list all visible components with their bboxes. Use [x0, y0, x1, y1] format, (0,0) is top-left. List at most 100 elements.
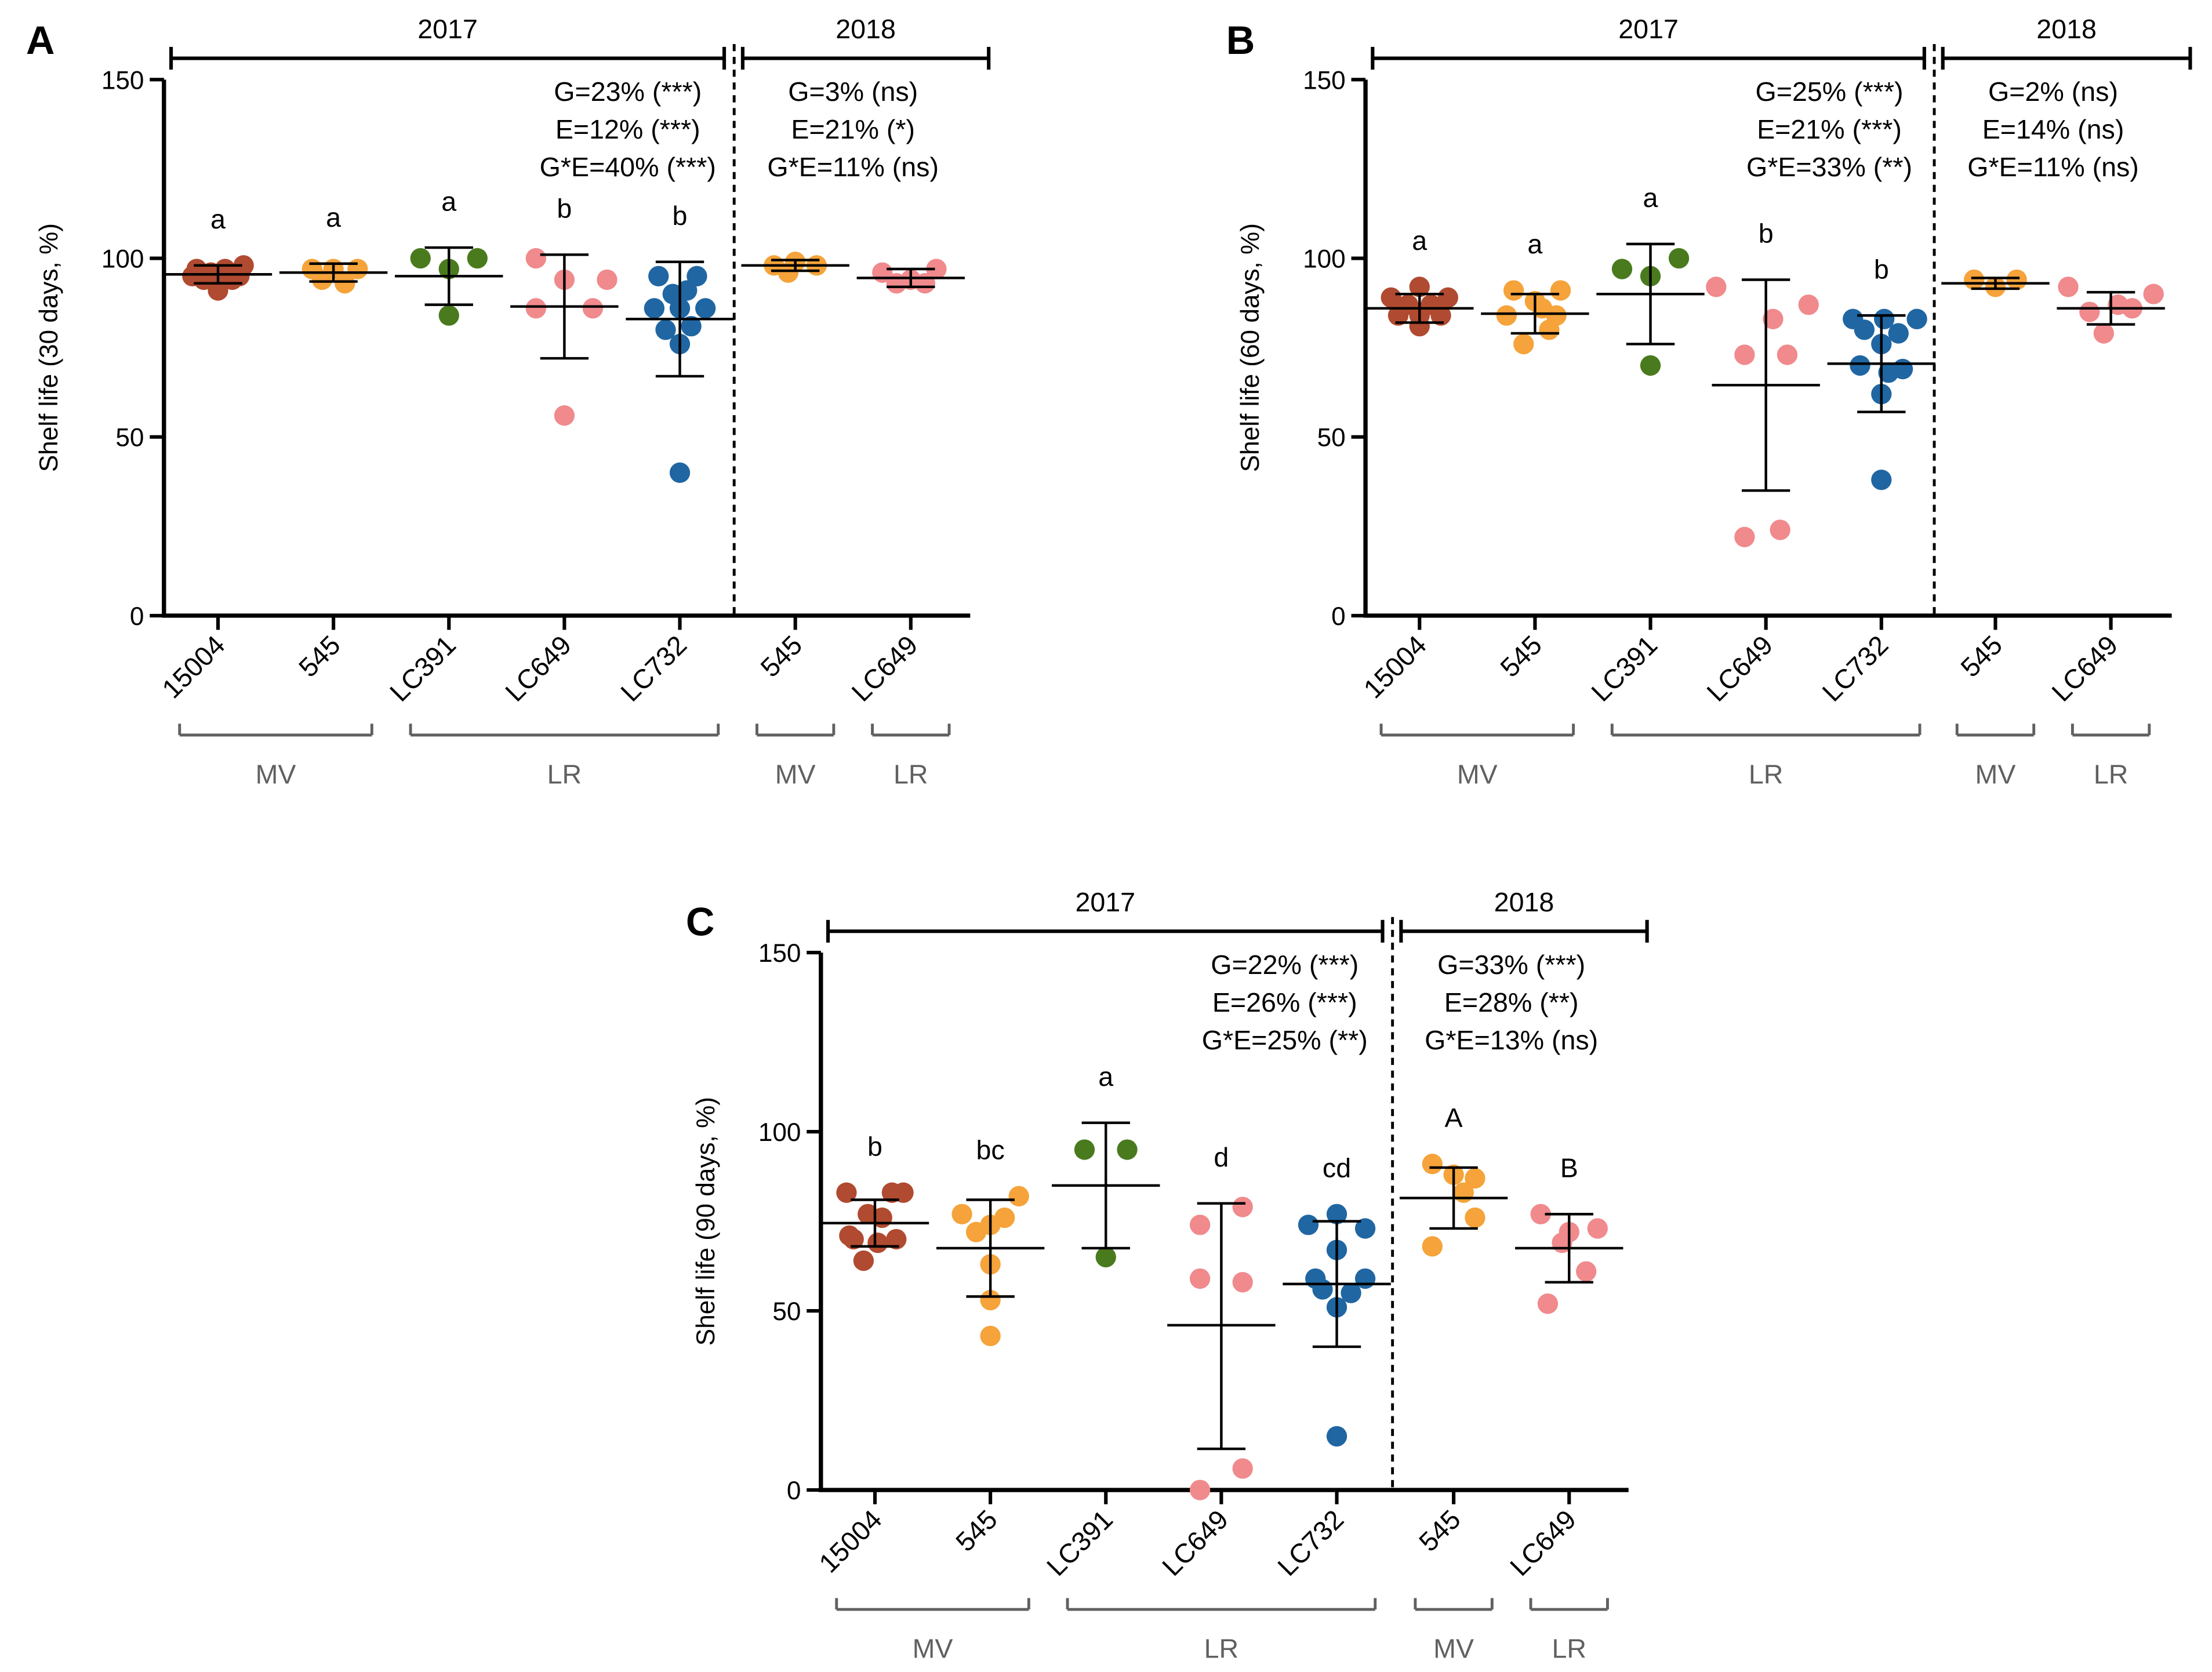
y-axis-label: Shelf life (30 days, %) [35, 223, 63, 472]
group-label: LR [547, 759, 582, 789]
significance-letter: a [326, 202, 341, 232]
series-LC649 [856, 259, 965, 294]
data-point [867, 1233, 888, 1253]
significance-letter: a [1412, 226, 1427, 256]
series-LC649: b [1706, 219, 1820, 547]
series-LC391: a [395, 186, 503, 326]
data-point [554, 405, 575, 426]
stats-line: E=21% (*) [791, 114, 915, 144]
data-point [2093, 323, 2114, 344]
data-point [1312, 1279, 1333, 1300]
significance-letter: cd [1323, 1153, 1351, 1183]
data-point [2079, 301, 2100, 322]
data-point [853, 1250, 874, 1271]
data-point [1734, 526, 1755, 547]
data-point [1326, 1426, 1347, 1447]
y-tick-label: 100 [758, 1118, 801, 1147]
data-point [1422, 1236, 1443, 1257]
series-545: a [1481, 229, 1589, 355]
stats-line: G=22% (***) [1211, 950, 1359, 980]
data-point [2058, 277, 2079, 297]
data-point [681, 315, 702, 337]
data-point [1587, 1218, 1608, 1239]
stats-line: E=28% (**) [1444, 987, 1579, 1017]
data-point [1189, 1268, 1211, 1289]
group-label: LR [1749, 759, 1784, 789]
series-545: A [1399, 1103, 1508, 1257]
data-point [2006, 269, 2027, 290]
data-point [182, 266, 203, 286]
stats-line: G*E=13% (ns) [1425, 1025, 1598, 1055]
series-LC732: cd [1283, 1153, 1391, 1447]
data-point [1850, 355, 1870, 376]
group-label: MV [913, 1633, 953, 1663]
data-point [1964, 269, 1985, 290]
data-point [677, 280, 698, 301]
series-LC732: b [1827, 254, 1935, 490]
series-LC649: B [1515, 1153, 1623, 1314]
stats-line: G=23% (***) [554, 77, 702, 107]
stats-line: G=25% (***) [1756, 77, 1904, 107]
data-point [1409, 277, 1430, 297]
series-545: a [279, 202, 388, 294]
panel-letter: C [686, 900, 715, 944]
stats-line: E=14% (ns) [1982, 114, 2124, 144]
group-label: MV [1457, 759, 1498, 789]
data-point [1437, 287, 1458, 308]
stats-line: G*E=33% (**) [1746, 152, 1912, 182]
data-point [1465, 1168, 1485, 1189]
y-tick-label: 100 [101, 245, 144, 273]
data-point [655, 319, 676, 340]
y-tick-label: 150 [758, 939, 801, 968]
significance-letter: bc [976, 1135, 1005, 1165]
y-tick-label: 100 [1303, 245, 1346, 273]
data-point [886, 273, 907, 294]
stats-line: E=21% (***) [1757, 114, 1902, 144]
y-tick-label: 0 [787, 1477, 801, 1505]
data-point [1465, 1207, 1485, 1228]
data-point [1640, 355, 1661, 376]
significance-letter: a [1527, 229, 1542, 259]
data-point [335, 273, 355, 294]
year-label: 2018 [1494, 887, 1554, 917]
year-label: 2017 [1618, 14, 1679, 44]
data-point [1232, 1197, 1253, 1217]
data-point [1095, 1246, 1116, 1268]
data-point [1189, 1480, 1211, 1500]
data-point [778, 262, 799, 283]
series-LC649 [2057, 277, 2165, 344]
y-tick-label: 0 [1331, 602, 1346, 631]
data-point [467, 248, 488, 269]
y-tick-label: 0 [130, 602, 144, 631]
year-label: 2018 [836, 14, 896, 44]
stats-line: E=26% (***) [1212, 987, 1357, 1017]
group-label: MV [1975, 759, 2016, 789]
stats-line: G=33% (***) [1437, 950, 1585, 980]
data-point [1706, 277, 1727, 297]
group-label: LR [893, 759, 928, 789]
group-label: MV [1433, 1633, 1474, 1663]
group-label: MV [256, 759, 296, 789]
y-tick-label: 50 [772, 1297, 801, 1326]
data-point [1326, 1204, 1347, 1224]
data-point [1503, 280, 1524, 301]
data-point [597, 269, 618, 290]
data-point [229, 266, 250, 286]
stats-line: G=3% (ns) [788, 77, 918, 107]
series-545 [741, 252, 849, 283]
data-point [1539, 319, 1560, 340]
panel-letter: A [26, 18, 55, 63]
series-LC649: b [510, 194, 619, 426]
data-point [1611, 259, 1633, 279]
stats-line: G*E=40% (***) [540, 152, 716, 182]
data-point [1074, 1139, 1095, 1160]
data-point [525, 298, 546, 319]
stats-line: G*E=11% (ns) [767, 152, 939, 182]
group-label: LR [1204, 1633, 1239, 1663]
data-point [1232, 1458, 1253, 1479]
data-point [1530, 1204, 1551, 1224]
data-point [1453, 1182, 1474, 1203]
data-point [886, 1228, 907, 1250]
significance-letter: a [210, 204, 226, 234]
